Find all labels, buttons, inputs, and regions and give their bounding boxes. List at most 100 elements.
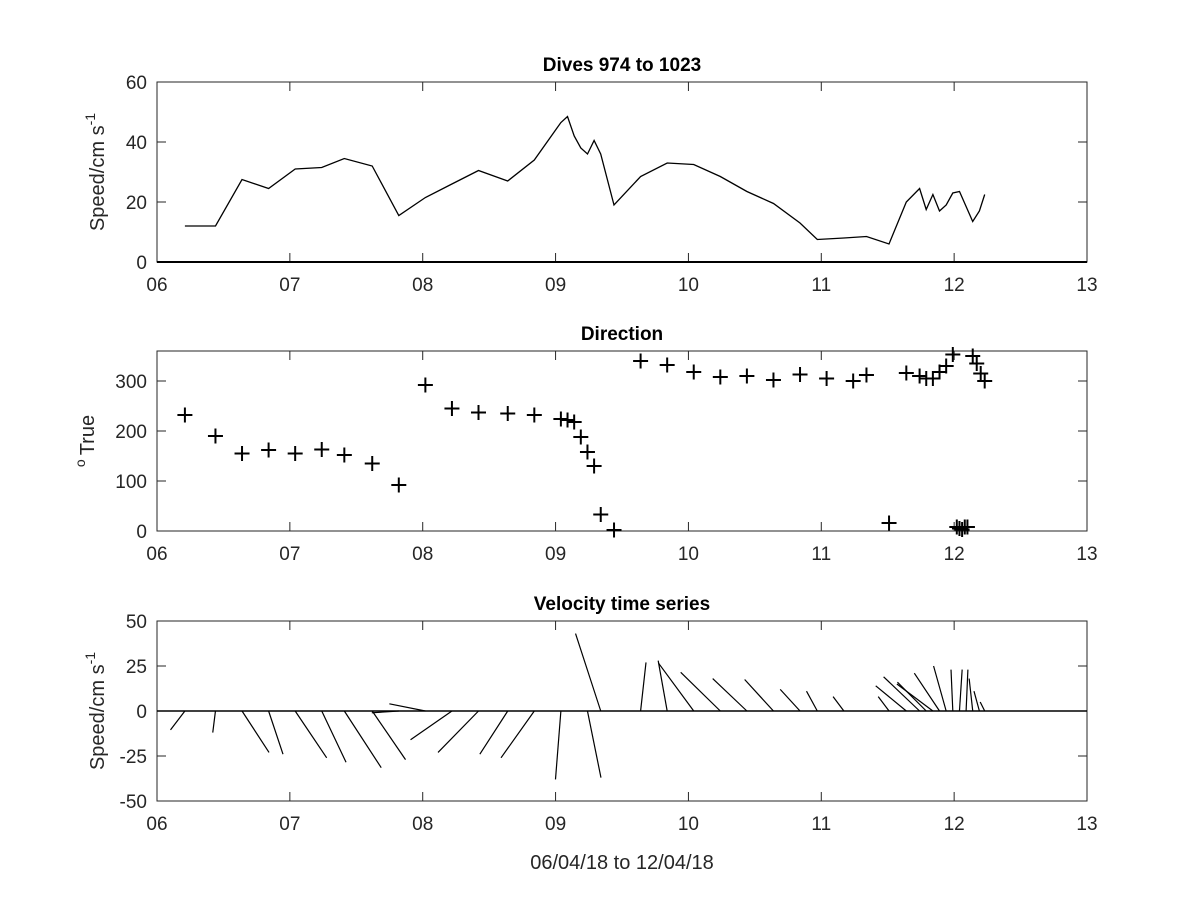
direction-point [261,442,277,458]
velocity-stick [657,660,668,712]
velocity-x-tick-label: 07 [279,814,300,835]
velocity-stick [371,710,407,760]
velocity-stick [958,669,963,712]
direction-point [765,372,781,388]
velocity-stick [965,669,969,712]
direction-point [898,365,914,381]
speed-x-tick-label: 07 [279,275,300,296]
direction-ylabel: oTrue [72,415,99,467]
velocity-x-tick-label: 08 [412,814,433,835]
direction-axes-box [156,350,1088,532]
speed-x-tick-label: 13 [1076,275,1097,296]
velocity-stick [973,691,980,712]
velocity-y-tick-label: -25 [120,747,147,768]
velocity-stick [574,633,602,712]
speed-ylabel: Speed/cm s-1 [82,113,109,231]
direction-point [792,367,808,382]
direction-point [336,447,352,463]
velocity-stick [321,710,347,763]
velocity-stick [805,690,818,712]
velocity-y-tick-label: 50 [126,612,147,633]
direction-point [287,446,303,461]
direction-plot-layer: 06 07 08 09 10 11 12 13 0 100 200 300 [115,347,1098,565]
speed-x-tick-label: 06 [146,275,167,296]
direction-x-tick-label: 12 [944,544,965,565]
direction-point [925,371,941,386]
velocity-stick [913,672,941,712]
direction-point [500,406,516,421]
velocity-stick [479,710,509,755]
velocity-stick [779,688,801,712]
speed-x-tick-label: 11 [811,275,831,296]
direction-point [579,444,595,460]
direction-point [973,366,989,381]
velocity-stick [170,710,186,731]
direction-point [819,371,835,386]
velocity-stick [896,683,934,712]
velocity-stick [950,669,954,712]
speed-x-tick-label: 12 [944,275,965,296]
direction-point [858,367,874,383]
velocity-stick [343,710,382,769]
panel-direction: Direction oTrue 06 07 08 09 10 11 12 13 0 100 200 3… [72,324,1098,565]
velocity-stick [883,676,921,712]
velocity-y-tick-label: 0 [136,702,147,723]
velocity-stick [437,710,479,753]
direction-point [959,519,975,535]
velocity-x-tick-label: 06 [146,814,167,835]
direction-point [234,446,250,461]
speed-series-line [184,115,986,245]
direction-y-tick-label: 300 [115,372,147,393]
velocity-ylabel: Speed/cm s-1 [82,652,109,770]
velocity-stick [268,710,284,755]
direction-x-tick-label: 09 [545,544,566,565]
speed-x-tick-label: 08 [412,275,433,296]
direction-point [207,428,223,444]
velocity-y-tick-label: 25 [126,657,147,678]
direction-point [417,377,433,393]
velocity-x-tick-label: 09 [545,814,566,835]
direction-point [444,401,460,416]
direction-title: Direction [581,324,663,345]
direction-x-tick-label: 07 [279,544,300,565]
direction-point [845,373,861,389]
velocity-stick [500,710,535,759]
direction-point [364,456,380,471]
direction-point [881,515,897,531]
speed-y-tick-label: 60 [126,73,147,94]
direction-y-tick-label: 200 [115,422,147,443]
direction-point [606,522,622,538]
velocity-plot-layer: 06 07 08 09 10 11 12 13 50 25 0 -25 -50 [120,612,1098,835]
velocity-stick [389,703,426,712]
velocity-stick [554,710,562,780]
direction-point [969,356,985,371]
speed-y-tick-label: 20 [126,193,147,214]
direction-point [560,412,576,428]
direction-point [912,368,928,384]
velocity-stick [640,662,647,712]
direction-point [712,369,728,385]
direction-point [586,458,602,474]
velocity-stick [294,710,328,759]
velocity-x-tick-label: 11 [811,814,831,835]
velocity-stick [410,710,453,741]
speed-title: Dives 974 to 1023 [543,55,701,76]
velocity-stick [586,710,602,778]
velocity-stick [932,665,947,712]
direction-point [945,347,961,362]
direction-x-tick-label: 10 [678,544,699,565]
velocity-stick [212,710,217,733]
direction-x-tick-label: 11 [811,544,831,565]
velocity-stick [875,685,907,712]
direction-x-tick-label: 06 [146,544,167,565]
direction-point [526,407,542,423]
velocity-title: Velocity time series [534,594,710,615]
velocity-y-tick-label: -50 [120,792,147,813]
panel-velocity: Velocity time series Speed/cm s-1 06 07 08… [82,594,1098,835]
direction-point [659,357,675,373]
speed-x-tick-label: 10 [678,275,699,296]
direction-x-tick-label: 13 [1076,544,1097,565]
velocity-stick [712,678,748,712]
panel-speed: Dives 974 to 1023 Speed/cm s-1 06 07 08 09 1… [82,55,1098,296]
